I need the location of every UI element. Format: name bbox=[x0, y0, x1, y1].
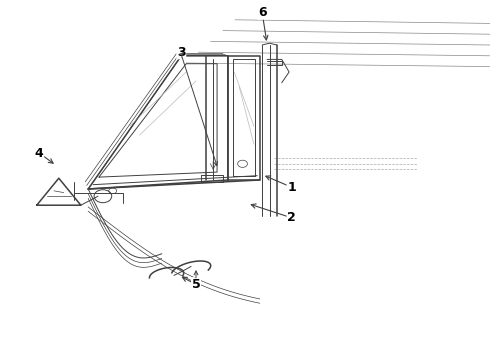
Text: 1: 1 bbox=[287, 181, 296, 194]
Text: 3: 3 bbox=[177, 46, 186, 59]
Text: 6: 6 bbox=[258, 6, 267, 19]
Text: 5: 5 bbox=[192, 278, 200, 291]
Text: 4: 4 bbox=[35, 147, 44, 159]
Text: 2: 2 bbox=[287, 211, 296, 224]
